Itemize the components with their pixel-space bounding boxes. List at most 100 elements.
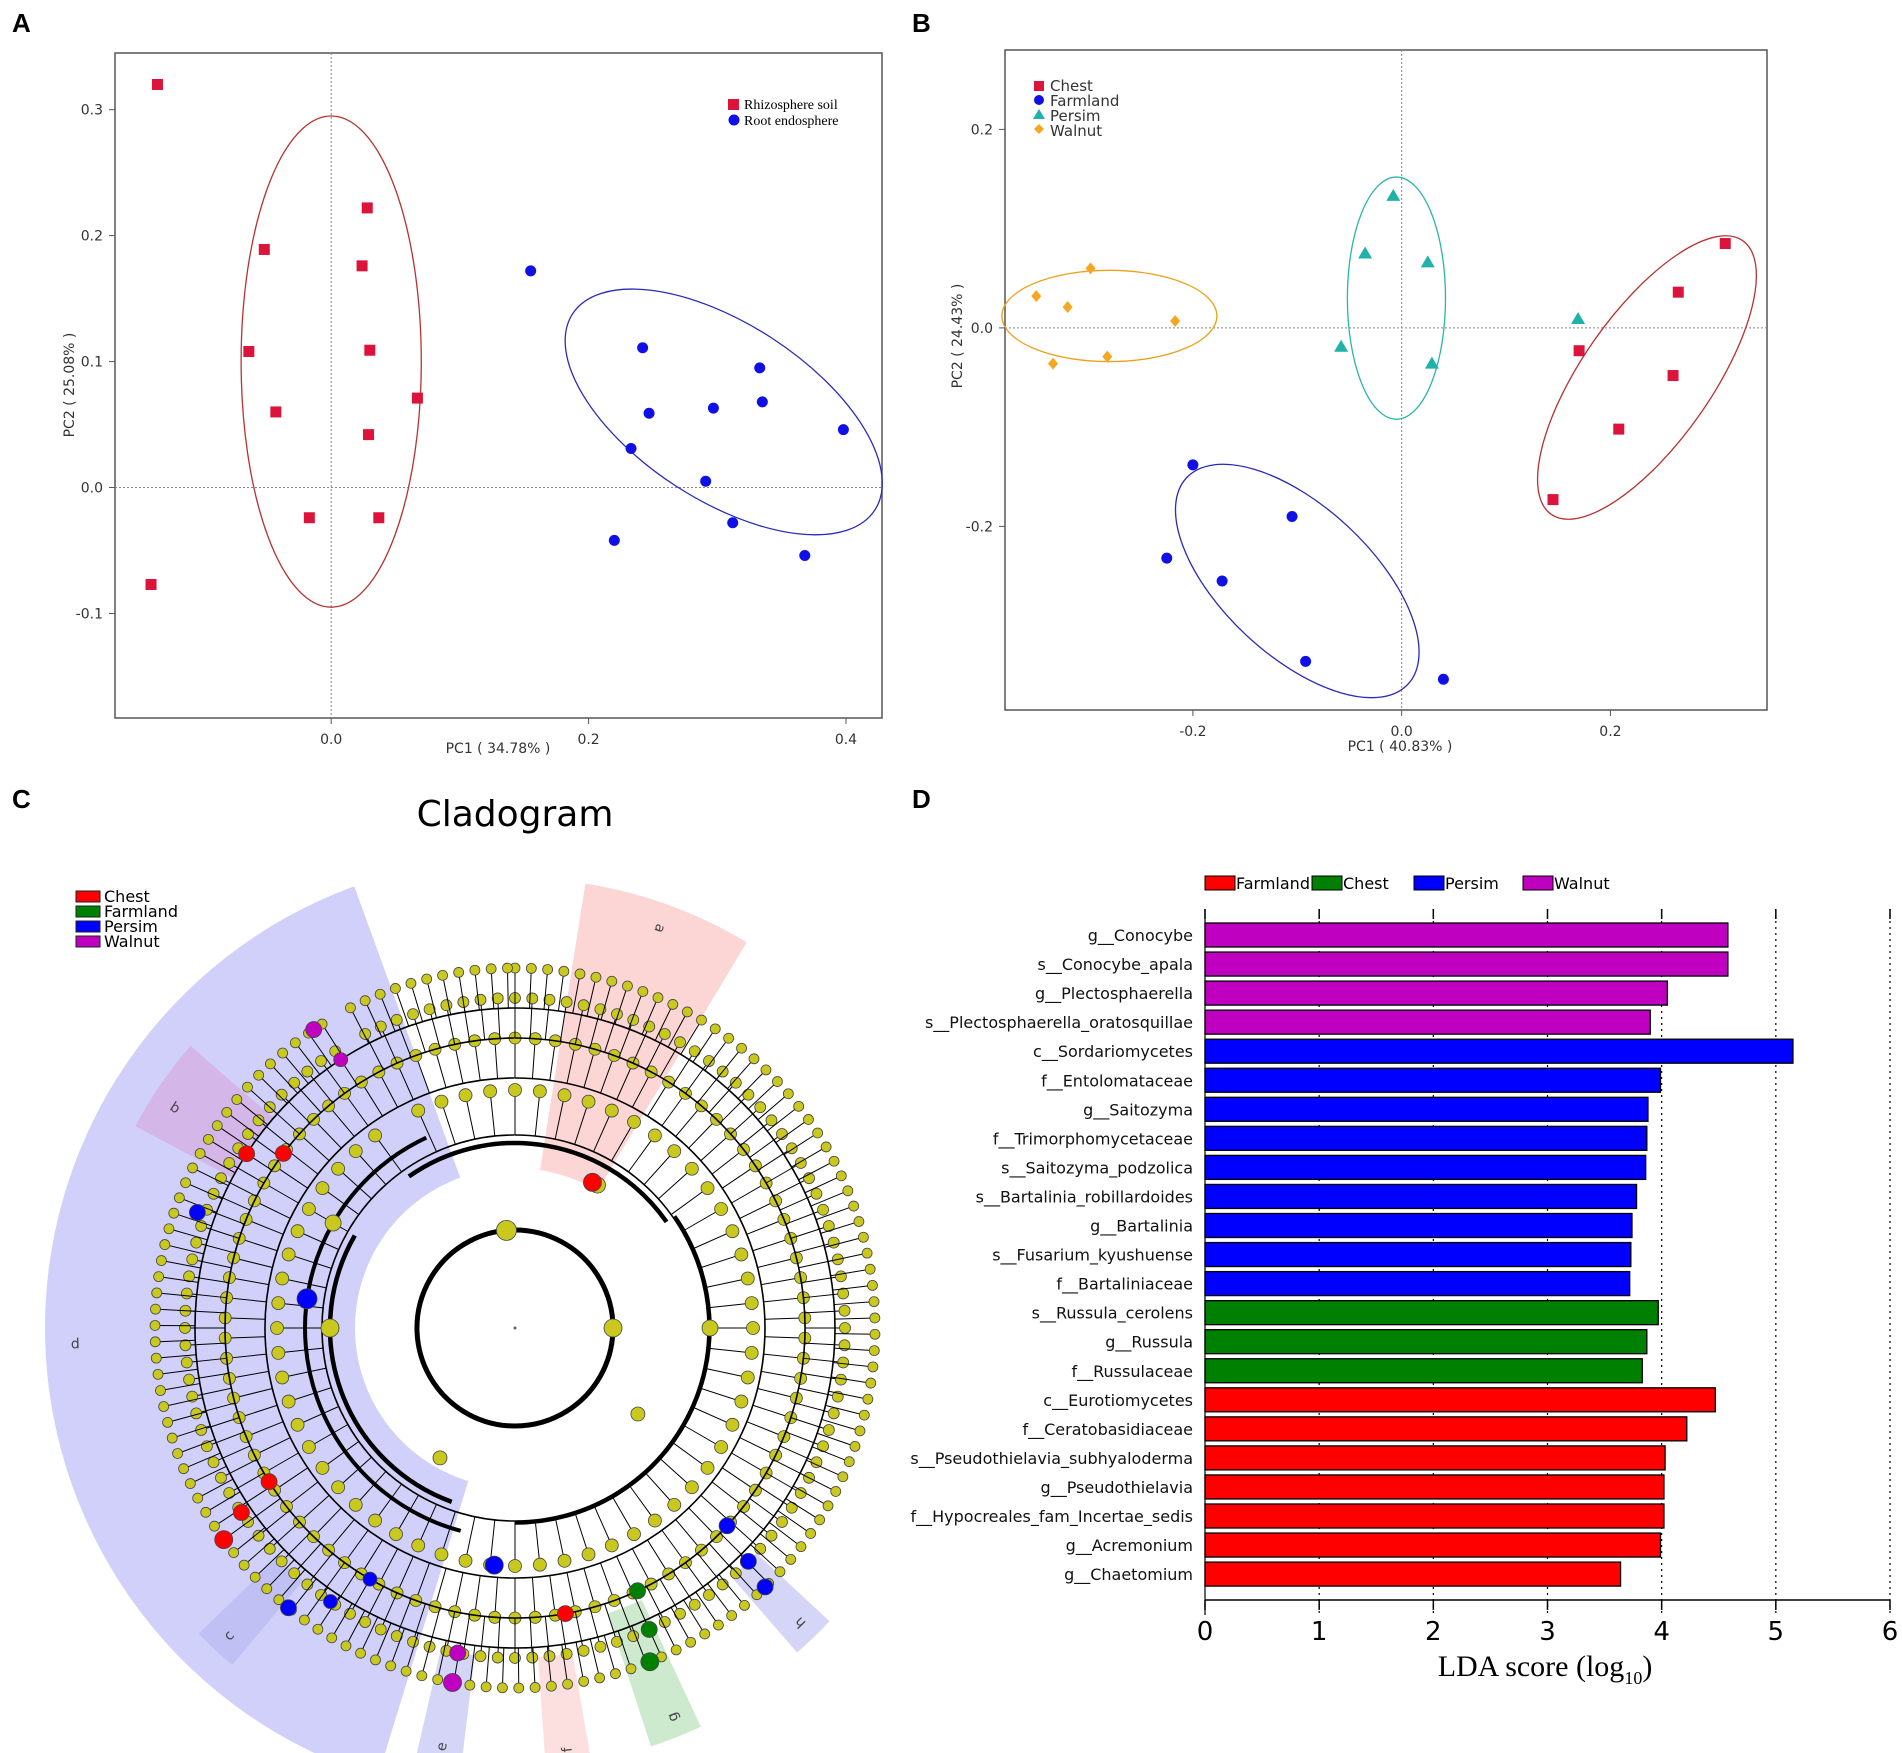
tree-branch: [266, 1559, 295, 1590]
tree-branch: [213, 1193, 251, 1211]
tree-branch: [226, 1353, 267, 1359]
tree-node: [368, 1513, 383, 1528]
tree-branch: [604, 1603, 618, 1643]
tree-branch: [785, 1431, 824, 1447]
tree-branch: [226, 1297, 267, 1303]
tree-node: [558, 965, 570, 977]
tree-node: [774, 1566, 786, 1578]
tree-node: [390, 1630, 403, 1642]
legend-label-farmland: Farmland: [1050, 92, 1119, 110]
tree-node: [867, 1279, 878, 1291]
tree-node: [215, 1471, 227, 1484]
tree-node: [483, 1084, 498, 1099]
tree-node: [275, 1370, 290, 1385]
tree-node: [315, 1460, 330, 1475]
tree-node: [590, 971, 602, 983]
tree-branch: [765, 1162, 802, 1184]
tree-branch: [293, 1543, 322, 1574]
tree-branch: [730, 1521, 761, 1550]
tree-node: [183, 1373, 195, 1386]
tree-branch: [337, 1168, 372, 1200]
data-point-persim: [1424, 356, 1439, 369]
pca-plot-b: -0.2 0.0 0.2 -0.2 0.0 0.2 PC1 ( 40.83% ) PC2 …: [950, 49, 1768, 755]
tree-branch: [543, 969, 549, 1010]
tree-node: [180, 1177, 192, 1189]
tree-branch: [790, 1417, 830, 1431]
tree-node: [345, 1002, 356, 1014]
tree-node: [726, 1610, 738, 1621]
bar-g__Saitozyma: [1204, 1096, 1649, 1122]
tree-node: [271, 1345, 286, 1360]
tree-node: [385, 1660, 397, 1672]
tree-node: [820, 1141, 832, 1153]
bar-label: f__Bartaliniaceae: [1056, 1275, 1193, 1295]
tree-branch: [320, 1060, 345, 1094]
legend-marker-persim: [1413, 875, 1445, 891]
tree-node: [560, 996, 573, 1008]
tree-node: [233, 1504, 250, 1521]
tree-branch: [245, 1421, 284, 1438]
tree-branch: [628, 991, 644, 1030]
tree-node: [443, 1673, 462, 1692]
tree-branch: [692, 1028, 716, 1063]
tree-branch: [727, 1058, 755, 1090]
tree-node: [557, 1553, 572, 1568]
data-point-persim: [1420, 255, 1435, 268]
y-tick-label: -0.2: [966, 519, 993, 535]
tree-node: [301, 1202, 316, 1216]
tree-branch: [364, 1586, 384, 1623]
tree-node: [843, 1456, 855, 1468]
bar-label: s__Bartalinia_robillardoides: [976, 1187, 1193, 1207]
tree-branch: [228, 1472, 265, 1494]
clade-highlight-e: [416, 1649, 475, 1753]
tree-node: [437, 969, 449, 981]
tree-node: [837, 1287, 850, 1300]
tree-branch: [501, 1647, 505, 1688]
data-point-farmland: [1187, 459, 1199, 471]
tree-branch: [378, 1548, 399, 1585]
tree-node: [725, 1224, 740, 1239]
legend-label-walnut: Walnut: [1554, 874, 1610, 893]
tree-node: [252, 1529, 265, 1542]
tree-node: [526, 992, 539, 1005]
tree-node: [854, 1425, 866, 1437]
y-tick-label: 0.3: [81, 103, 103, 119]
data-point-rhizosphere-soil: [363, 429, 375, 441]
tree-branch: [364, 1033, 384, 1070]
tree-node: [183, 1270, 195, 1283]
tree-branch: [658, 1168, 693, 1200]
tree-branch: [641, 997, 659, 1035]
tree-node: [190, 1236, 203, 1249]
tree-node: [869, 1328, 881, 1340]
tree-branch: [761, 1370, 801, 1379]
tree-arc: [321, 1134, 709, 1522]
tree-branch: [828, 1390, 868, 1400]
tree-branch: [779, 1193, 817, 1211]
tree-branch: [183, 1452, 221, 1470]
tree-node: [837, 1356, 850, 1369]
legend: Chest Farmland Persim Walnut: [75, 887, 178, 951]
tree-branch: [672, 1050, 696, 1086]
data-point-walnut: [1048, 357, 1059, 370]
legend-label-endosphere: Root endosphere: [744, 114, 838, 129]
tree-node: [261, 1583, 273, 1595]
tree-branch: [164, 1244, 204, 1255]
bar-f__Trimorphomycetaceae: [1204, 1125, 1648, 1151]
tree-branch: [631, 1071, 652, 1108]
tree-branch: [282, 1278, 327, 1289]
tree-node: [178, 1463, 190, 1475]
tree-branch: [647, 1539, 670, 1575]
tree-branch: [293, 1082, 322, 1113]
tree-node: [274, 1145, 292, 1162]
tree-node: [562, 1678, 573, 1690]
tree-branch: [206, 1431, 245, 1447]
tree-node: [252, 1114, 265, 1127]
tree-branch: [718, 1574, 745, 1606]
tree-branch: [618, 1019, 634, 1058]
bar-g__Pseudothielavia: [1204, 1474, 1665, 1500]
tree-node: [647, 1128, 662, 1143]
x-axis-label-subscript: 10: [1624, 1668, 1642, 1688]
tree-node: [453, 967, 465, 978]
tree-branch: [534, 1091, 541, 1137]
tree-branch: [258, 1510, 290, 1537]
